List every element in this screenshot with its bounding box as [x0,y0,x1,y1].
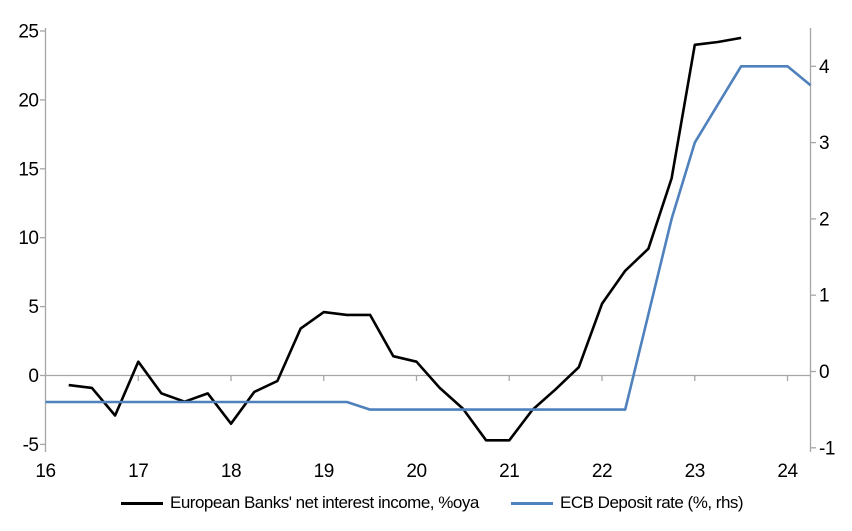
x-axis-tick-label: 20 [406,461,426,482]
x-axis-tick-label: 21 [499,461,519,482]
left-axis-tick-label: 0 [28,366,38,387]
left-axis-tick-label: 10 [18,228,38,249]
ecb-legend-label: ECB Deposit rate (%, rhs) [560,493,744,512]
left-axis-tick-label: -5 [23,435,39,456]
x-axis-tick-label: 23 [685,461,705,482]
x-axis-tick-label: 17 [128,461,148,482]
right-axis-tick-label: 3 [819,133,829,154]
legend: European Banks' net interest income, %oy… [0,492,852,514]
legend-item-ecb: ECB Deposit rate (%, rhs) [511,492,744,514]
x-axis-tick-label: 22 [592,461,612,482]
nii-legend-label: European Banks' net interest income, %oy… [170,493,479,512]
x-axis-tick-label: 19 [314,461,334,482]
right-axis-tick-label: 2 [819,209,829,230]
x-axis-tick-label: 16 [35,461,55,482]
x-axis-tick-label: 18 [221,461,241,482]
ecb-deposit-rate-line [45,65,812,411]
left-axis-tick-label: 15 [18,159,38,180]
right-axis-tick-label: 1 [819,286,829,307]
ecb-legend-swatch [511,501,553,505]
right-axis-tick-label: 4 [819,57,830,78]
legend-item-nii: European Banks' net interest income, %oy… [121,492,479,514]
x-axis-tick-label: 24 [777,461,798,482]
nii-line [68,36,742,442]
nii-legend-swatch [121,501,163,505]
left-axis-tick-label: 20 [18,90,38,111]
left-axis-tick-label: 25 [18,22,38,43]
left-axis-tick-label: 5 [28,297,38,318]
right-axis-tick-label: 0 [819,362,829,383]
right-axis-tick-label: -1 [819,438,835,459]
